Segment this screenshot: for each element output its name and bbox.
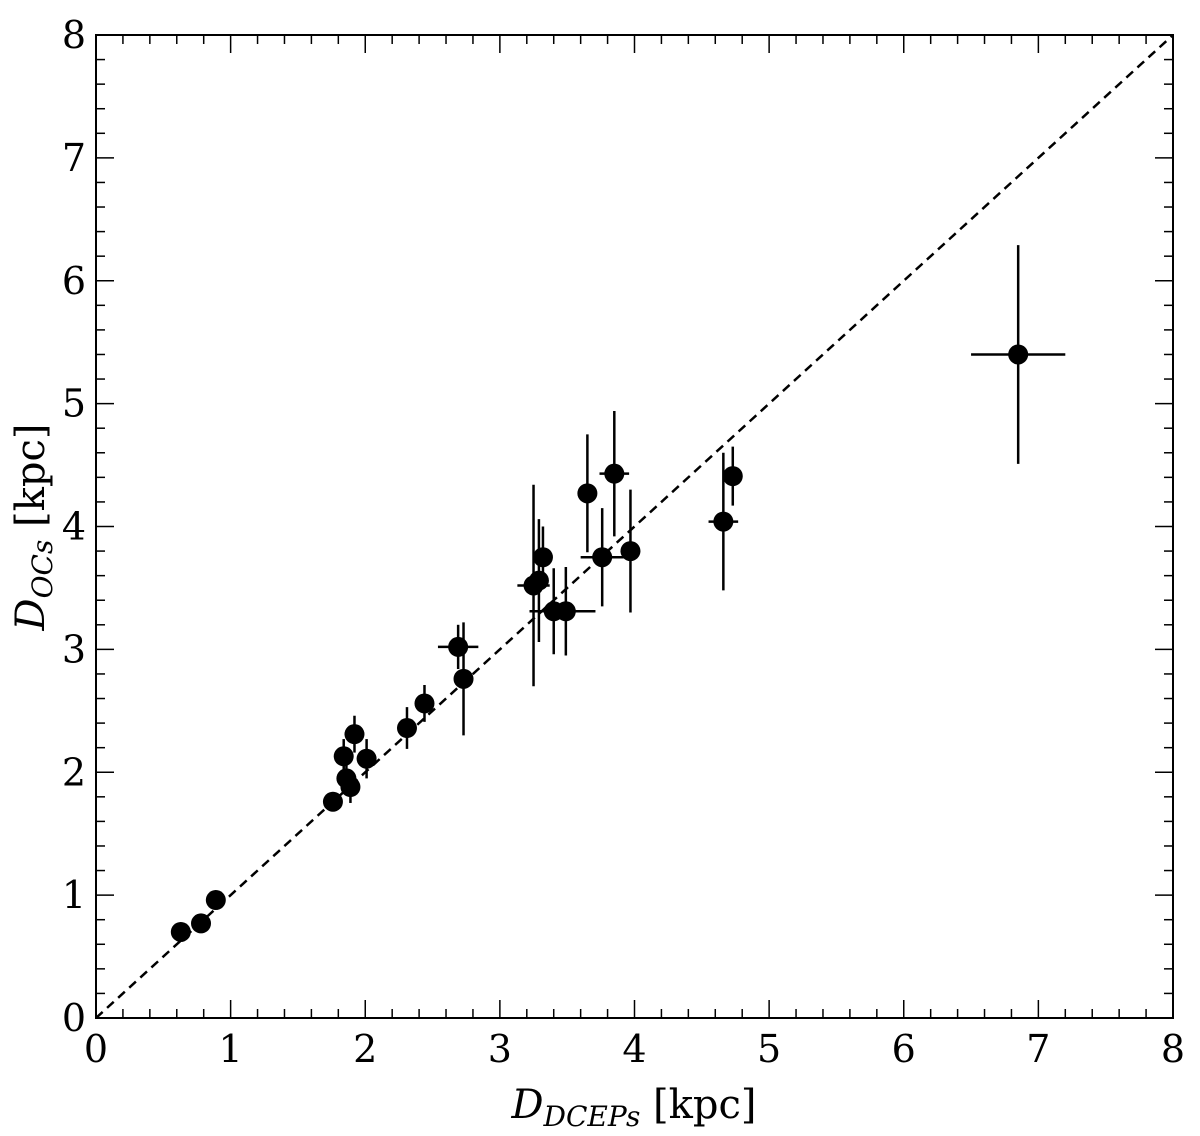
x-axis-spacer xyxy=(640,1082,653,1128)
data-point xyxy=(555,601,576,622)
x-tick-label: 0 xyxy=(84,1027,108,1071)
data-point xyxy=(722,466,743,487)
y-tick-label: 4 xyxy=(62,505,86,549)
y-tick-label: 3 xyxy=(62,627,86,671)
x-tick-label: 3 xyxy=(488,1027,512,1071)
y-tick-label: 5 xyxy=(62,382,86,426)
y-tick-label: 0 xyxy=(62,996,86,1040)
data-point xyxy=(356,748,377,769)
one-to-one-reference-line xyxy=(95,34,1174,1019)
y-axis-subscript: OCs xyxy=(26,540,59,599)
data-point xyxy=(340,776,361,797)
y-axis-spacer xyxy=(8,527,54,540)
data-point xyxy=(620,541,641,562)
data-point xyxy=(414,693,435,714)
x-tick-label: 5 xyxy=(757,1027,781,1071)
x-tick-label: 1 xyxy=(219,1027,243,1071)
y-tick-label: 7 xyxy=(62,136,86,180)
x-tick-label: 8 xyxy=(1161,1027,1185,1071)
y-axis-title: DOCs [kpc] xyxy=(8,423,59,631)
x-tick-label: 2 xyxy=(353,1027,377,1071)
data-point xyxy=(1008,344,1029,365)
data-point xyxy=(322,791,343,812)
x-axis-unit: [kpc] xyxy=(653,1082,756,1128)
data-point xyxy=(448,636,469,657)
x-tick-label: 6 xyxy=(892,1027,916,1071)
y-axis-symbol: D xyxy=(8,598,54,631)
x-axis-symbol: D xyxy=(510,1082,543,1128)
x-axis-subscript: DCEPs xyxy=(543,1100,641,1133)
data-point xyxy=(592,547,613,568)
data-point xyxy=(205,890,226,911)
data-point xyxy=(604,463,625,484)
y-tick-label: 8 xyxy=(62,13,86,57)
data-point xyxy=(333,746,354,767)
data-point xyxy=(396,718,417,739)
x-axis-title: DDCEPs [kpc] xyxy=(510,1082,756,1133)
data-point xyxy=(713,511,734,532)
data-point xyxy=(170,921,191,942)
data-point xyxy=(453,668,474,689)
data-point xyxy=(532,547,553,568)
x-tick-label: 7 xyxy=(1026,1027,1050,1071)
y-axis-unit: [kpc] xyxy=(8,423,54,526)
data-point xyxy=(344,724,365,745)
y-tick-label: 6 xyxy=(62,259,86,303)
data-point xyxy=(191,913,212,934)
y-tick-label: 1 xyxy=(62,873,86,917)
data-point xyxy=(528,570,549,591)
x-tick-label: 4 xyxy=(622,1027,646,1071)
y-tick-label: 2 xyxy=(62,750,86,794)
data-point xyxy=(577,483,598,504)
